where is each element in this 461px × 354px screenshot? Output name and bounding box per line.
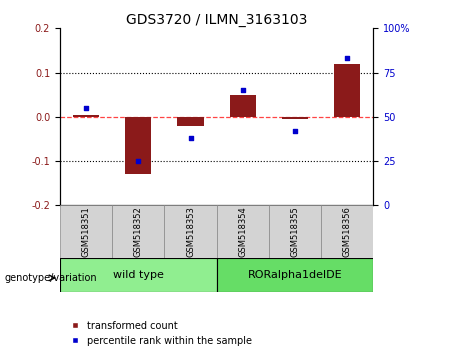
Text: GSM518354: GSM518354	[238, 206, 247, 257]
Text: wild type: wild type	[113, 270, 164, 280]
Text: GSM518351: GSM518351	[82, 206, 90, 257]
Bar	[73, 115, 99, 117]
Text: GSM518353: GSM518353	[186, 206, 195, 257]
Point	[187, 135, 194, 141]
Point	[291, 128, 299, 134]
Point	[343, 56, 351, 61]
Legend: transformed count, percentile rank within the sample: transformed count, percentile rank withi…	[65, 321, 252, 346]
Bar	[60, 258, 217, 292]
Bar	[217, 258, 373, 292]
Bar	[125, 117, 151, 175]
Bar	[60, 205, 112, 258]
Title: GDS3720 / ILMN_3163103: GDS3720 / ILMN_3163103	[126, 13, 307, 27]
Bar	[282, 117, 308, 119]
Bar	[269, 205, 321, 258]
Text: GSM518356: GSM518356	[343, 206, 352, 257]
Bar	[230, 95, 256, 117]
Point	[135, 158, 142, 164]
Text: GSM518352: GSM518352	[134, 206, 143, 257]
Bar	[112, 205, 165, 258]
Bar	[177, 117, 204, 126]
Bar	[321, 205, 373, 258]
Bar	[165, 205, 217, 258]
Point	[239, 87, 247, 93]
Text: GSM518355: GSM518355	[290, 206, 300, 257]
Text: RORalpha1delDE: RORalpha1delDE	[248, 270, 343, 280]
Bar	[334, 64, 361, 117]
Point	[83, 105, 90, 111]
Text: genotype/variation: genotype/variation	[5, 273, 97, 283]
Bar	[217, 205, 269, 258]
